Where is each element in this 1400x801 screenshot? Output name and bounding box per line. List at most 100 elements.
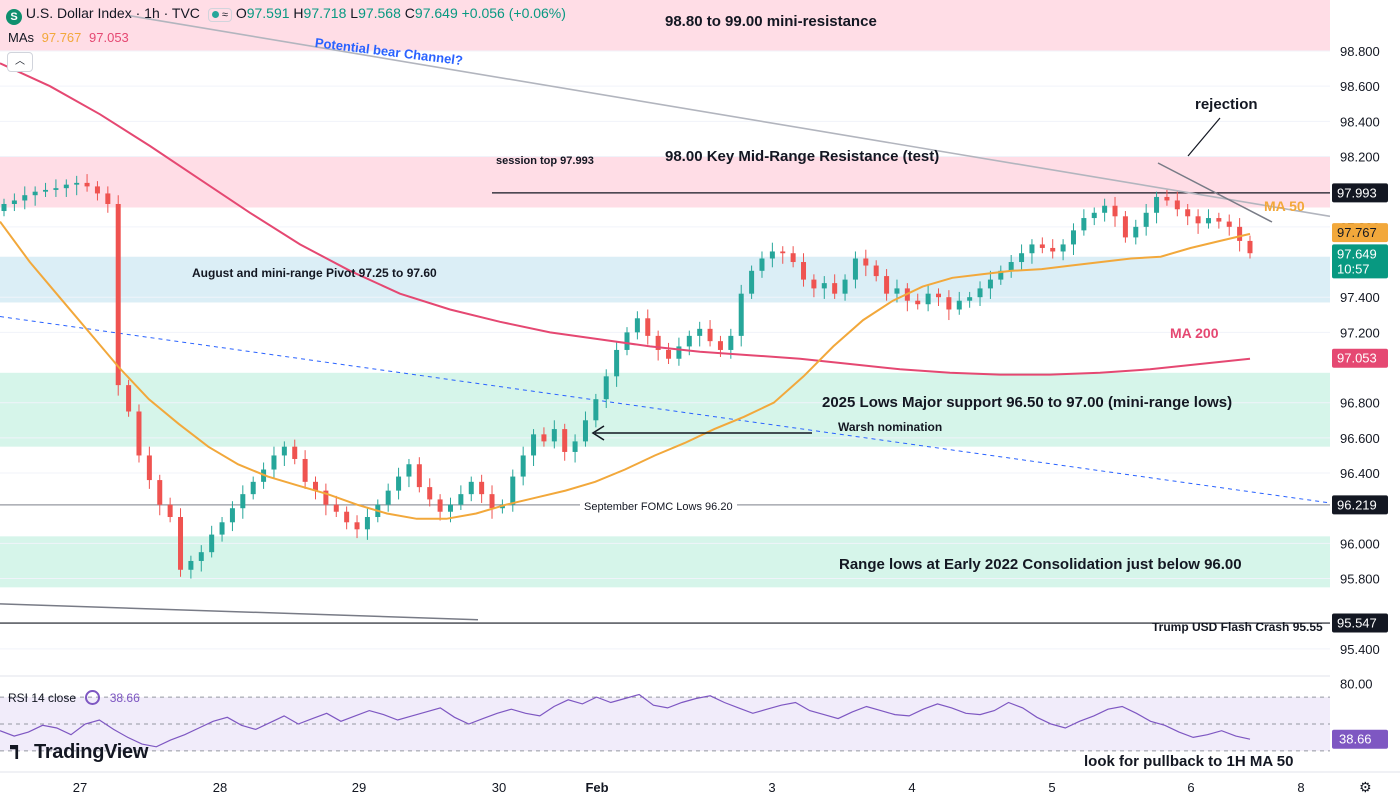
candle-body	[842, 279, 848, 294]
candle-body	[63, 184, 69, 189]
candle-body	[250, 481, 256, 495]
candle-body	[1122, 216, 1128, 238]
ohlc-open: 97.591	[246, 5, 290, 21]
candle-body	[302, 458, 308, 482]
chevron-up-icon[interactable]: ︿	[7, 52, 33, 72]
candle-body	[188, 560, 194, 570]
candle-body	[728, 335, 734, 350]
ma-legend[interactable]: MAs 97.767 97.053	[8, 30, 129, 45]
status-dot-icon	[211, 11, 219, 18]
candle-body	[780, 251, 786, 254]
ohlc-change: +0.056 (+0.06%)	[461, 5, 566, 21]
candle-body	[136, 411, 142, 456]
zone-rect-2	[0, 256, 1330, 303]
bear-channel-upper-line	[129, 15, 1331, 218]
candle-body	[271, 455, 277, 470]
candle-body	[582, 420, 588, 442]
y-tick-label: 98.400	[1340, 114, 1380, 129]
candle-body	[479, 481, 485, 495]
y-tick-label: 95.800	[1340, 572, 1380, 587]
price-badge	[1332, 613, 1388, 633]
compare-icon: ≈	[221, 9, 228, 21]
x-tick-label: 5	[1048, 780, 1055, 795]
candle-body	[447, 504, 453, 512]
candle-body	[1008, 262, 1014, 271]
y-tick-label: 97.200	[1340, 325, 1380, 340]
candle-body	[333, 504, 339, 512]
candle-body	[1, 203, 7, 212]
price-badge-label: 97.649	[1337, 246, 1377, 261]
candle-body	[489, 494, 495, 509]
candle-body	[1205, 218, 1211, 224]
candle-body	[998, 270, 1004, 280]
candle-body	[229, 508, 235, 523]
candle-body	[1174, 200, 1180, 210]
symbol-title[interactable]: U.S. Dollar Index · 1h · TVC	[25, 5, 200, 21]
zone-label-key-resistance: 98.00 Key Mid-Range Resistance (test)	[665, 148, 940, 165]
ohlc-high-label: H	[293, 5, 304, 21]
candle-body	[406, 464, 412, 477]
candle-body	[790, 253, 796, 263]
candle-body	[676, 346, 682, 359]
candle-body	[344, 511, 350, 523]
x-tick-label: 30	[492, 780, 506, 795]
candle-body	[936, 293, 941, 298]
flash-crash-label: Trump USD Flash Crash 95.55	[1152, 620, 1323, 634]
candle-body	[884, 276, 890, 294]
ohlc-low: 97.568	[358, 5, 401, 21]
candle-body	[801, 262, 807, 280]
candle-body	[1102, 205, 1108, 213]
candle-body	[105, 193, 111, 204]
price-axis	[1330, 0, 1400, 801]
candle-body	[1039, 244, 1045, 248]
price-badge-label: 96.219	[1337, 497, 1377, 512]
candle-body	[655, 335, 661, 350]
y-tick-label: 96.400	[1340, 466, 1380, 481]
candle-body	[821, 283, 827, 289]
ma50-label: MA 50	[1264, 198, 1305, 214]
candle-body	[1237, 226, 1243, 241]
candle-body	[1226, 221, 1232, 227]
ohlc-close-label: C	[404, 5, 415, 21]
candle-body	[313, 481, 318, 491]
x-tick-label: 6	[1187, 780, 1194, 795]
candle-body	[281, 446, 287, 456]
candle-body	[738, 293, 744, 336]
candle-body	[1185, 209, 1191, 217]
candle-body	[666, 349, 672, 359]
rsi-legend[interactable]: RSI 14 close 38.66	[8, 690, 140, 705]
x-tick-label: Feb	[585, 780, 608, 795]
candle-body	[531, 434, 537, 456]
lower-trend-line	[0, 603, 479, 621]
candle-body	[1019, 253, 1025, 263]
candle-body	[22, 195, 28, 201]
visibility-toggle[interactable]: ≈	[207, 8, 232, 22]
candle-body	[354, 522, 360, 530]
candle-body	[697, 328, 703, 336]
candle-body	[769, 251, 775, 259]
candle-body	[956, 300, 962, 310]
settings-gear-icon[interactable]: ⚙	[1359, 779, 1372, 795]
candle-body	[1091, 212, 1097, 219]
ohlc-high: 97.718	[303, 5, 347, 21]
candle-body	[686, 335, 692, 347]
zone-rect-1	[0, 156, 1330, 208]
fomc-lows-label: September FOMC Lows 96.20	[580, 501, 737, 513]
price-badge-time: 10:57	[1337, 261, 1370, 276]
zone-rect-3	[0, 372, 1330, 447]
candle-body	[967, 297, 973, 301]
ma200-legend-value: 97.053	[89, 30, 129, 45]
price-badge-label: 97.767	[1337, 225, 1377, 240]
candle-body	[1112, 205, 1118, 217]
candle-body	[178, 517, 184, 570]
candle-body	[53, 188, 59, 190]
price-badge	[1332, 348, 1388, 368]
candle-body	[468, 481, 474, 495]
zone-label-range-lows: Range lows at Early 2022 Consolidation j…	[839, 556, 1242, 573]
ohlc-open-label: O	[235, 5, 247, 21]
candle-body	[645, 318, 651, 336]
y-tick-label: 98.600	[1340, 79, 1380, 94]
ma200-label: MA 200	[1170, 325, 1219, 341]
tradingview-logo[interactable]: TradingView	[10, 741, 148, 764]
